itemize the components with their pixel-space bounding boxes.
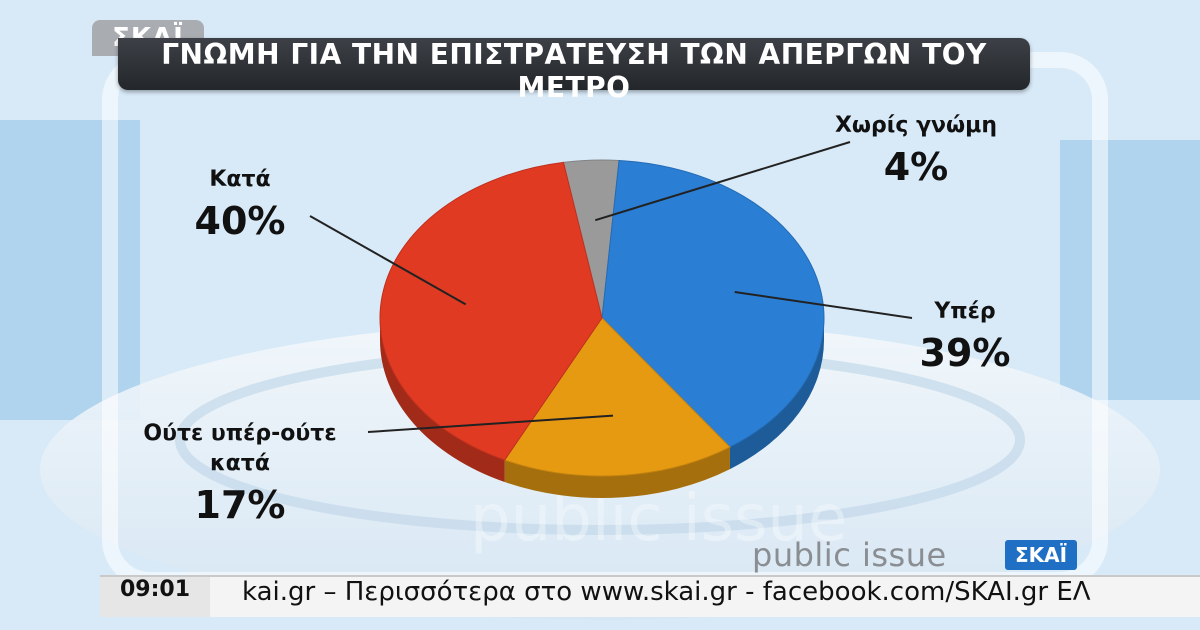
pie-slice-3 (503, 317, 731, 477)
channel-badge: ΣΚΑΪ (1005, 540, 1077, 570)
slice-label-1: Χωρίς γνώμη (835, 113, 997, 138)
ticker-text: kai.gr – Περισσότερα στο www.skai.gr - f… (242, 577, 1091, 607)
pie-slice-4 (379, 161, 603, 461)
slice-label-3: Ούτε υπέρ-ούτε (143, 421, 336, 446)
svg-text:public issue: public issue (470, 482, 847, 556)
slice-label-3: κατά (210, 451, 270, 476)
leader-line-2 (734, 290, 913, 319)
pie-slice-2 (601, 159, 825, 448)
pie-slice-side-4 (380, 318, 505, 483)
slice-value-4: 40% (195, 199, 286, 243)
chart-title: ΓΝΩΜΗ ΓΙΑ ΤΗΝ ΕΠΙΣΤΡΑΤΕΥΣΗ ΤΩΝ ΑΠΕΡΓΩΝ Τ… (161, 38, 987, 104)
title-bar: ΓΝΩΜΗ ΓΙΑ ΤΗΝ ΕΠΙΣΤΡΑΤΕΥΣΗ ΤΩΝ ΑΠΕΡΓΩΝ Τ… (118, 38, 1030, 104)
leader-line-4 (309, 215, 467, 306)
leader-line-3 (367, 414, 614, 433)
pie-slice-side-3 (504, 447, 730, 498)
ticker-time: 09:01 (100, 577, 210, 617)
source-brand: public issue (752, 536, 947, 574)
slice-label-4: Κατά (209, 167, 270, 192)
slice-value-1: 4% (884, 145, 949, 189)
pie-slice-side-2 (729, 318, 824, 470)
leader-line-1 (594, 141, 851, 222)
slice-label-2: Υπέρ (933, 299, 995, 324)
slice-value-2: 39% (920, 331, 1011, 375)
news-ticker: 09:01 kai.gr – Περισσότερα στο www.skai.… (100, 575, 1200, 617)
slice-value-3: 17% (195, 483, 286, 527)
